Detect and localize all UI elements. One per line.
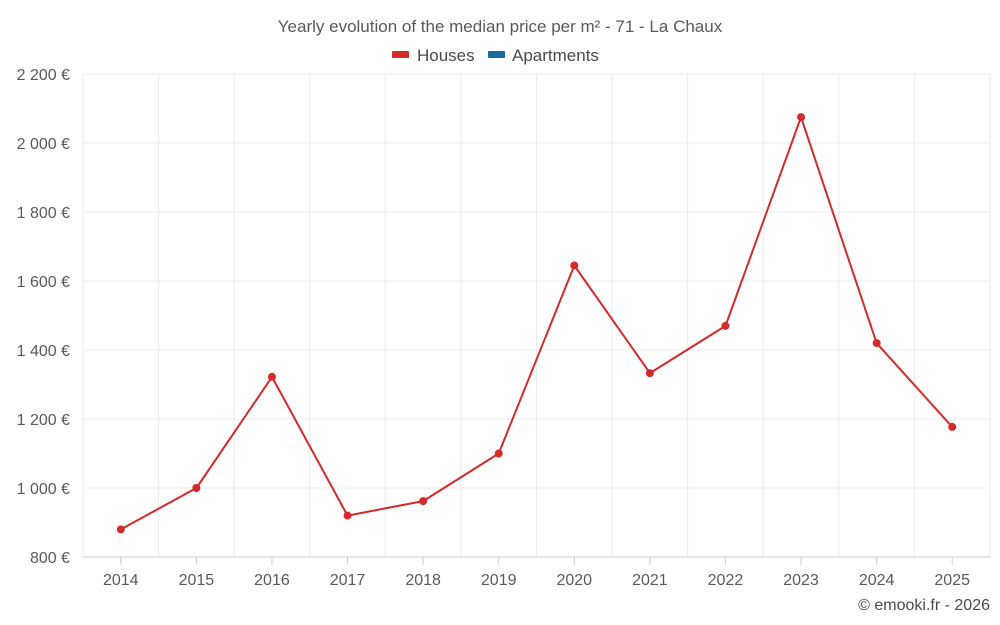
x-tick-label: 2020 [556,572,592,589]
x-axis-ticks: 2014 2015 2016 2017 2018 2019 2020 2021 2022 2023… [103,557,970,589]
credit-text: © emooki.fr - 2026 [858,597,990,614]
legend-label-houses: Houses [417,46,475,65]
data-point[interactable] [267,372,276,381]
legend-item-houses[interactable]: Houses [392,46,475,65]
y-tick-label: 1 000 € [17,481,70,498]
data-point[interactable] [343,511,352,520]
x-tick-label: 2018 [405,572,441,589]
y-tick-label: 1 400 € [17,343,70,360]
x-gridlines [82,74,991,557]
y-tick-label: 1 600 € [17,274,70,291]
legend: Houses Apartments [392,46,599,65]
data-point[interactable] [116,525,125,534]
y-tick-label: 1 200 € [17,412,70,429]
x-tick-label: 2024 [859,572,895,589]
data-point[interactable] [645,369,654,378]
data-point[interactable] [797,113,806,122]
legend-item-apartments[interactable]: Apartments [488,46,599,65]
data-point[interactable] [494,449,503,458]
x-tick-label: 2021 [632,572,668,589]
x-tick-label: 2017 [330,572,366,589]
x-tick-label: 2023 [783,572,819,589]
y-tick-label: 2 200 € [17,67,70,84]
x-tick-label: 2025 [934,572,970,589]
y-tick-label: 2 000 € [17,136,70,153]
series-houses [116,113,957,534]
x-tick-label: 2016 [254,572,290,589]
y-tick-label: 1 800 € [17,205,70,222]
data-point[interactable] [721,321,730,330]
y-tick-label: 800 € [30,550,70,567]
x-tick-label: 2014 [103,572,139,589]
data-point[interactable] [570,261,579,270]
y-axis-ticks: 800 € 1 000 € 1 200 € 1 400 € 1 600 € 1 800 €… [17,67,70,567]
data-point[interactable] [192,484,201,492]
x-tick-label: 2022 [708,572,744,589]
legend-label-apartments: Apartments [512,46,599,65]
data-point[interactable] [948,422,957,431]
chart-title: Yearly evolution of the median price per… [278,17,723,36]
x-tick-label: 2019 [481,572,517,589]
legend-swatch-houses [392,51,409,58]
data-point[interactable] [872,339,881,348]
data-point[interactable] [419,497,428,506]
x-tick-label: 2015 [179,572,215,589]
legend-swatch-apartments [488,51,505,58]
series-line-houses [120,116,953,531]
